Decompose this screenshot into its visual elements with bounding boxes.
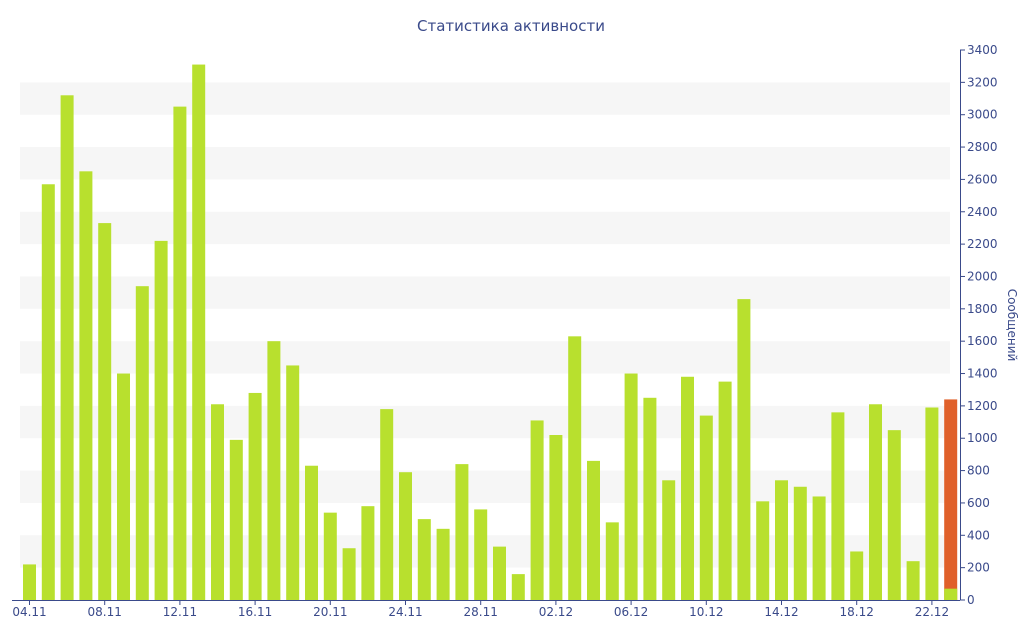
y-tick-label: 600 xyxy=(967,496,990,510)
y-tick-label: 3200 xyxy=(967,75,998,89)
bar xyxy=(417,519,431,600)
bar xyxy=(323,512,337,600)
bar xyxy=(662,480,676,600)
bar xyxy=(793,486,807,600)
bar xyxy=(869,404,882,600)
y-axis: 0 200 400 600 800 1000 1200 1400 1600 1800 2000 220… xyxy=(960,43,998,607)
bar xyxy=(474,509,488,600)
y-tick-label: 1600 xyxy=(967,334,998,348)
bar xyxy=(643,397,657,600)
bar xyxy=(587,460,600,600)
x-tick-label: 02.12 xyxy=(539,605,573,619)
x-tick-label: 14.12 xyxy=(764,605,798,619)
bar xyxy=(493,546,506,600)
bar xyxy=(60,95,74,600)
y-tick-label: 400 xyxy=(967,528,990,542)
bar xyxy=(79,171,93,600)
x-tick-label: 06.12 xyxy=(614,605,648,619)
bar xyxy=(229,439,243,600)
bar xyxy=(887,430,901,600)
bar xyxy=(267,341,281,600)
grid-band xyxy=(20,82,950,115)
bar xyxy=(925,407,939,600)
bar xyxy=(530,420,544,600)
bar xyxy=(248,392,262,600)
bar xyxy=(305,465,318,600)
y-tick-label: 1800 xyxy=(967,302,998,316)
y-tick-label: 200 xyxy=(967,561,990,575)
y-tick-label: 3400 xyxy=(967,43,998,57)
bar xyxy=(23,564,36,600)
bar xyxy=(286,365,300,600)
x-tick-label: 08.11 xyxy=(88,605,122,619)
bar xyxy=(511,574,525,600)
chart-title: Статистика активности xyxy=(417,17,605,35)
bar-today xyxy=(944,399,958,600)
bar xyxy=(342,548,356,600)
bar xyxy=(117,373,130,600)
bar xyxy=(756,501,770,600)
y-tick-label: 2400 xyxy=(967,205,998,219)
x-tick-label: 22.12 xyxy=(915,605,949,619)
bar xyxy=(211,404,224,600)
bar xyxy=(455,464,469,600)
bar xyxy=(831,412,845,600)
x-tick-label: 16.11 xyxy=(238,605,272,619)
y-axis-label: Сообщений xyxy=(1005,289,1019,362)
bars xyxy=(23,64,958,600)
bar xyxy=(624,373,638,600)
x-tick-label: 28.11 xyxy=(464,605,498,619)
bar xyxy=(812,496,826,600)
bar-today-base xyxy=(944,588,958,600)
grid-band xyxy=(20,147,950,180)
bar xyxy=(192,64,206,600)
bar xyxy=(436,528,450,600)
x-tick-label: 10.12 xyxy=(689,605,723,619)
x-axis: 04.11 08.11 12.11 16.11 20.11 24.11 28.11 02.12… xyxy=(12,600,960,619)
y-tick-label: 2800 xyxy=(967,140,998,154)
bar xyxy=(906,561,920,600)
y-tick-label: 1000 xyxy=(967,431,998,445)
x-tick-label: 18.12 xyxy=(840,605,874,619)
bar xyxy=(41,184,55,600)
y-tick-label: 800 xyxy=(967,464,990,478)
bar xyxy=(775,480,788,600)
bar xyxy=(380,409,394,600)
bar xyxy=(399,472,412,600)
bar xyxy=(154,240,168,600)
x-tick-label: 04.11 xyxy=(12,605,46,619)
grid-band xyxy=(20,211,950,245)
y-tick-label: 1200 xyxy=(967,399,998,413)
y-tick-label: 0 xyxy=(967,593,975,607)
bar xyxy=(568,336,582,600)
bar xyxy=(605,522,619,600)
bar xyxy=(699,415,713,600)
bar xyxy=(681,376,694,600)
x-tick-label: 20.11 xyxy=(313,605,347,619)
bar xyxy=(850,551,864,600)
bar xyxy=(737,299,751,600)
y-tick-label: 1400 xyxy=(967,367,998,381)
x-tick-label: 12.11 xyxy=(163,605,197,619)
y-tick-label: 2000 xyxy=(967,269,998,283)
bar xyxy=(361,506,375,600)
bar xyxy=(173,106,187,600)
bar xyxy=(135,286,149,600)
bar xyxy=(98,223,112,600)
y-tick-label: 2200 xyxy=(967,237,998,251)
y-tick-label: 3000 xyxy=(967,108,998,122)
x-tick-label: 24.11 xyxy=(388,605,422,619)
y-tick-label: 2600 xyxy=(967,172,998,186)
bar xyxy=(549,435,563,600)
bar xyxy=(718,381,732,600)
